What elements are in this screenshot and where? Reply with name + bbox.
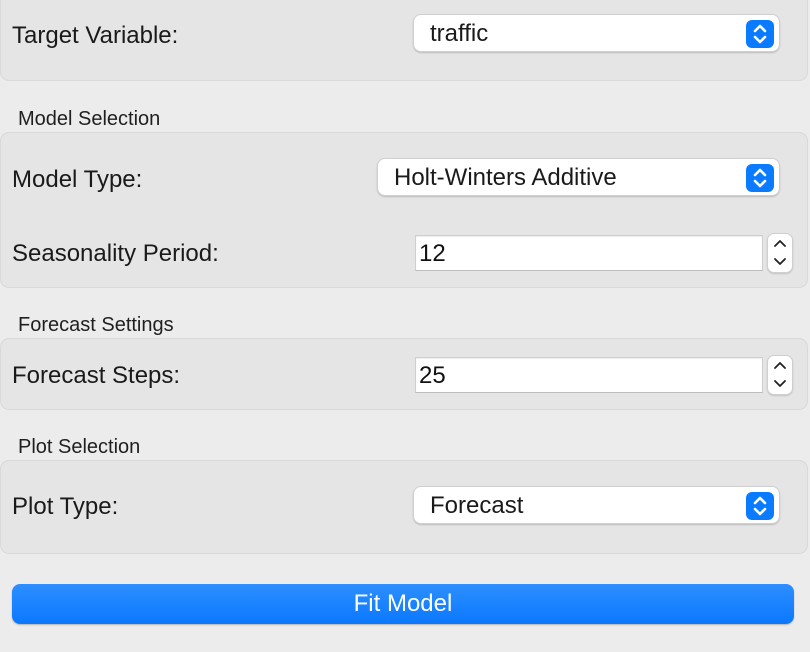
model-type-label: Model Type: [12, 166, 143, 193]
forecast-settings-title: Forecast Settings [18, 314, 174, 336]
target-variable-value: traffic [430, 20, 489, 47]
seasonality-period-stepper[interactable] [767, 233, 793, 273]
target-variable-label: Target Variable: [12, 22, 179, 49]
seasonality-period-label: Seasonality Period: [12, 240, 219, 267]
forecast-steps-label: Forecast Steps: [12, 362, 181, 389]
chevron-up-down-icon [746, 20, 774, 48]
plot-type-value: Forecast [430, 492, 524, 519]
plot-type-label: Plot Type: [12, 493, 119, 520]
chevron-up-down-icon [746, 492, 774, 520]
forecast-steps-input[interactable]: 25 [415, 357, 763, 393]
chevron-up-icon[interactable] [768, 234, 792, 253]
plot-type-select[interactable]: Forecast [413, 486, 780, 524]
model-selection-title: Model Selection [18, 108, 161, 130]
chevron-down-icon[interactable] [768, 253, 792, 272]
chevron-up-down-icon [746, 164, 774, 192]
plot-selection-title: Plot Selection [18, 436, 141, 458]
model-type-value: Holt-Winters Additive [394, 164, 617, 191]
target-variable-select[interactable]: traffic [413, 14, 780, 52]
forecast-steps-stepper[interactable] [767, 355, 793, 395]
fit-model-button[interactable]: Fit Model [12, 584, 794, 624]
chevron-down-icon[interactable] [768, 375, 792, 394]
model-type-select[interactable]: Holt-Winters Additive [377, 158, 780, 196]
seasonality-period-input[interactable]: 12 [415, 235, 763, 271]
forecast-steps-value: 25 [419, 362, 446, 389]
seasonality-period-value: 12 [419, 240, 446, 267]
chevron-up-icon[interactable] [768, 356, 792, 375]
